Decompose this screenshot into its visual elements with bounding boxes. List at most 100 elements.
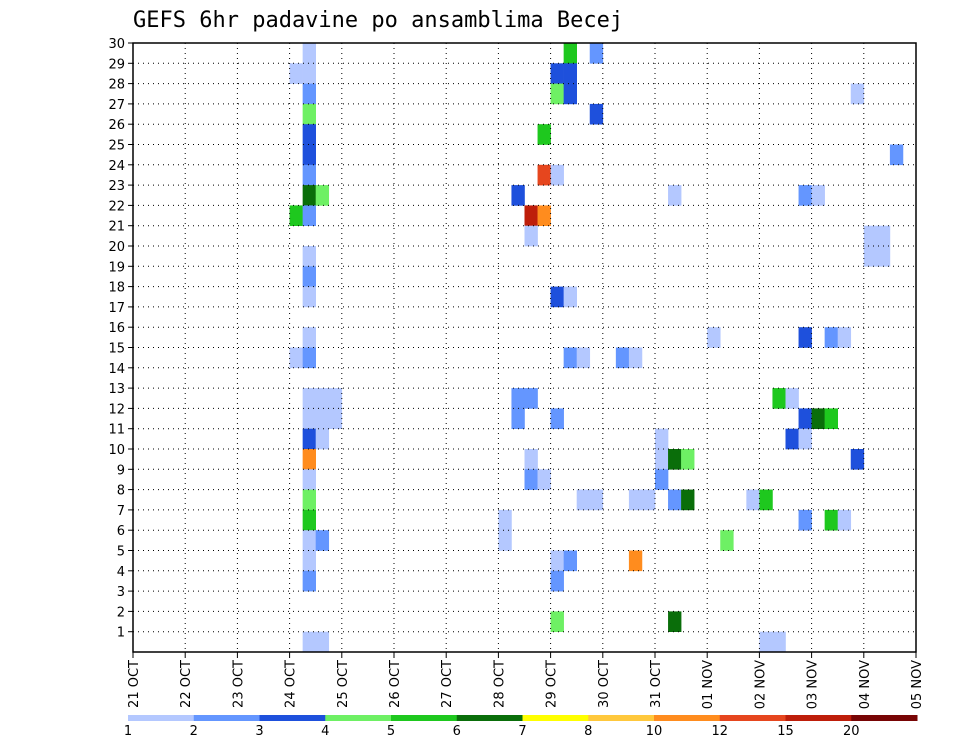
heatmap-cell bbox=[550, 83, 564, 105]
heatmap-cell bbox=[302, 103, 316, 125]
heatmap-cell bbox=[824, 408, 838, 429]
y-tick-label: 10 bbox=[108, 443, 125, 458]
heatmap-cell bbox=[668, 449, 682, 470]
heatmap-cell bbox=[289, 63, 303, 84]
colorbar-label: 3 bbox=[255, 724, 263, 739]
y-tick-label: 30 bbox=[108, 37, 125, 52]
heatmap-cell bbox=[289, 347, 303, 369]
heatmap-cell bbox=[302, 43, 316, 64]
heatmap-cell bbox=[537, 469, 551, 490]
heatmap-cell bbox=[811, 408, 825, 429]
heatmap-cell bbox=[641, 489, 656, 511]
colorbar-swatch bbox=[785, 715, 852, 721]
y-tick-label: 27 bbox=[108, 98, 125, 113]
heatmap-cell bbox=[798, 509, 812, 531]
heatmap-cell bbox=[524, 388, 538, 409]
chart-title: GEFS 6hr padavine po ansamblima Becej bbox=[133, 8, 623, 33]
x-tick-label: 23 OCT bbox=[231, 660, 246, 708]
heatmap-cell bbox=[655, 428, 669, 450]
colorbar-label: 15 bbox=[777, 724, 794, 739]
y-tick-label: 19 bbox=[108, 260, 125, 275]
heatmap-cell bbox=[550, 611, 564, 632]
heatmap-cell bbox=[576, 347, 591, 369]
heatmap-cell bbox=[302, 246, 316, 267]
grid-lines bbox=[133, 43, 916, 652]
heatmap-cell bbox=[681, 449, 695, 470]
y-tick-label: 29 bbox=[108, 57, 125, 72]
heatmap-cell bbox=[550, 164, 564, 186]
heatmap-cell bbox=[785, 388, 799, 409]
y-tick-label: 2 bbox=[117, 605, 125, 620]
heatmap-cell bbox=[302, 144, 316, 166]
heatmap-cell bbox=[824, 327, 838, 348]
heatmap-cell bbox=[615, 347, 630, 369]
colorbar-swatch bbox=[391, 715, 458, 721]
heatmap-cell bbox=[550, 550, 564, 572]
heatmap-cell bbox=[315, 408, 330, 429]
y-tick-label: 11 bbox=[108, 423, 125, 438]
heatmap-cell bbox=[563, 83, 577, 105]
heatmap-cell bbox=[315, 428, 330, 450]
heatmap-cell bbox=[511, 185, 525, 206]
y-tick-label: 1 bbox=[117, 626, 125, 641]
heatmap-cell bbox=[668, 185, 682, 206]
x-tick-label: 01 NOV bbox=[701, 660, 716, 709]
x-tick-label: 05 NOV bbox=[910, 660, 925, 709]
colorbar-label: 2 bbox=[190, 724, 198, 739]
heatmap-cell bbox=[537, 124, 551, 145]
x-tick-label: 04 NOV bbox=[858, 660, 873, 709]
y-tick-label: 28 bbox=[108, 78, 125, 93]
y-tick-label: 25 bbox=[108, 139, 125, 154]
heatmap-cell bbox=[302, 63, 316, 84]
y-tick-label: 20 bbox=[108, 240, 125, 255]
y-tick-label: 15 bbox=[108, 342, 125, 357]
y-tick-label: 26 bbox=[108, 118, 125, 133]
heatmap-cell bbox=[798, 185, 812, 206]
x-tick-label: 21 OCT bbox=[127, 660, 142, 708]
heatmap-cell bbox=[302, 347, 316, 369]
colorbar-swatch bbox=[456, 715, 523, 721]
y-tick-label: 22 bbox=[108, 199, 125, 214]
heatmap-cell bbox=[707, 327, 721, 348]
heatmap-cell bbox=[537, 164, 551, 186]
x-tick-label: 31 OCT bbox=[649, 660, 664, 708]
x-tick-label: 28 OCT bbox=[492, 660, 507, 708]
colorbar-label: 6 bbox=[453, 724, 461, 739]
x-tick-label: 26 OCT bbox=[388, 660, 403, 708]
y-tick-label: 8 bbox=[117, 484, 125, 499]
heatmap-cell bbox=[563, 43, 577, 64]
heatmap-cell bbox=[746, 489, 760, 511]
x-tick-label: 24 OCT bbox=[284, 660, 299, 708]
colorbar-swatch bbox=[851, 715, 918, 721]
heatmap-cell bbox=[524, 205, 538, 226]
heatmap-cell bbox=[315, 185, 330, 206]
heatmap-cell bbox=[302, 449, 316, 470]
colorbar-label: 20 bbox=[843, 724, 860, 739]
y-tick-label: 3 bbox=[117, 585, 125, 600]
colorbar-label: 7 bbox=[518, 724, 526, 739]
heatmap-cell bbox=[863, 225, 878, 247]
heatmap-cell bbox=[563, 550, 577, 572]
colorbar-swatch bbox=[588, 715, 655, 721]
heatmap-cell bbox=[302, 469, 316, 490]
heatmap-cell bbox=[550, 570, 564, 592]
heatmap-cell bbox=[759, 631, 773, 653]
heatmap-cell bbox=[302, 428, 316, 450]
heatmap-cell bbox=[628, 347, 643, 369]
heatmap-cell bbox=[589, 489, 604, 511]
heatmap-cell bbox=[589, 103, 604, 125]
heatmap-cell bbox=[850, 83, 865, 105]
colorbar-swatch bbox=[325, 715, 392, 721]
heatmap-cell bbox=[863, 246, 878, 267]
heatmap-cell bbox=[628, 550, 643, 572]
heatmap-cell bbox=[550, 63, 564, 84]
heatmap-cell bbox=[563, 347, 577, 369]
heatmap-cell bbox=[550, 286, 564, 308]
heatmap-cell bbox=[889, 144, 904, 166]
colorbar-swatch bbox=[654, 715, 721, 721]
heatmap-cell bbox=[328, 388, 343, 409]
y-tick-label: 9 bbox=[117, 463, 125, 478]
colorbar-label: 10 bbox=[646, 724, 663, 739]
x-tick-label: 03 NOV bbox=[806, 660, 821, 709]
